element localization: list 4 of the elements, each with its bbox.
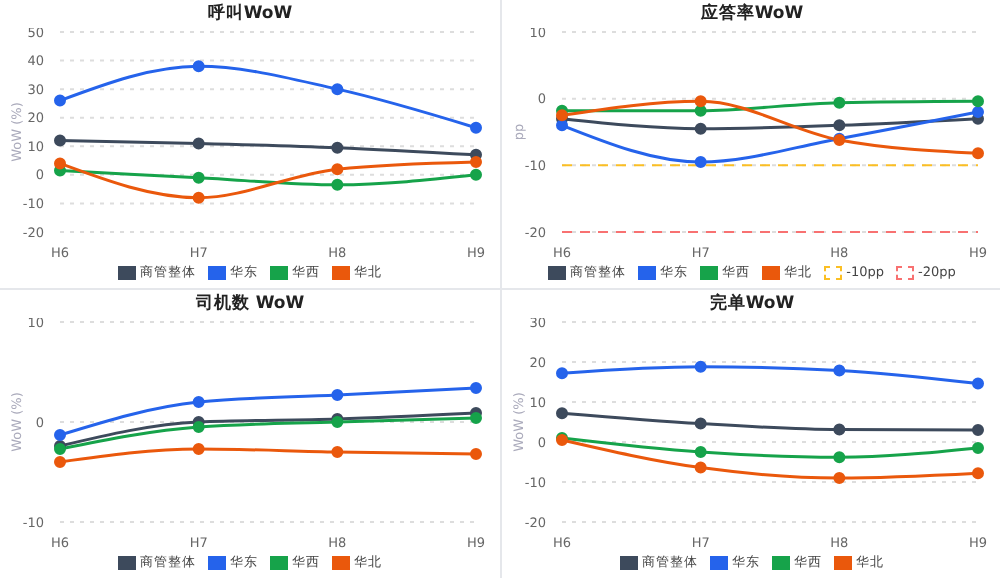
chart-title: 应答率WoW: [698, 1, 806, 28]
chart-title: 司机数 WoW: [193, 291, 307, 318]
chart-title: 完单WoW: [707, 291, 797, 318]
chart-title: 呼叫WoW: [205, 1, 295, 28]
